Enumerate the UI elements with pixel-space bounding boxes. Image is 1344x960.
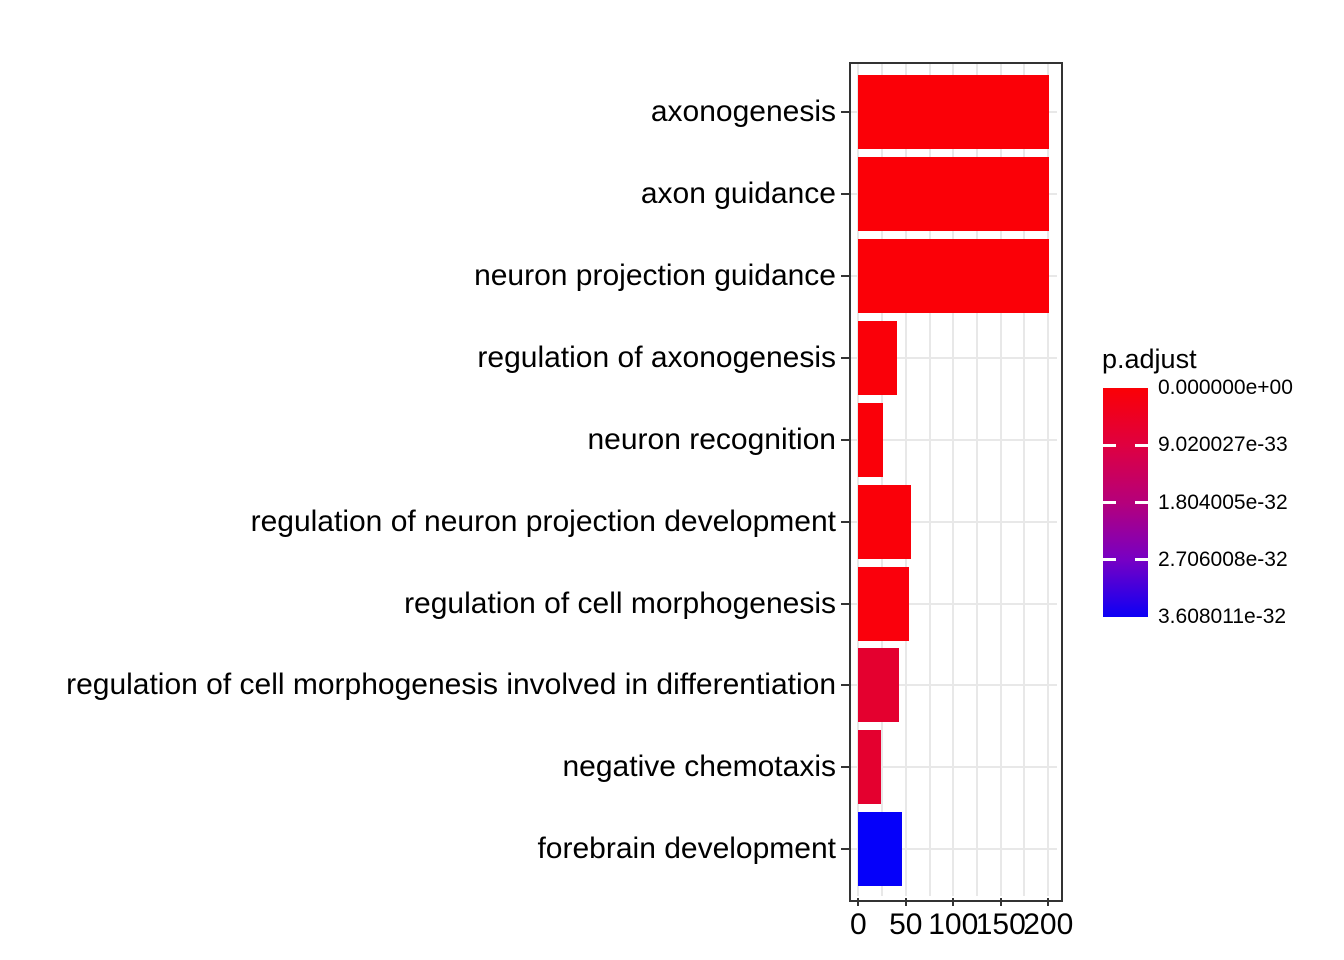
x-axis-tick (857, 898, 860, 906)
bar (858, 730, 882, 805)
vertical-gridline (904, 64, 907, 896)
y-axis-tick (841, 766, 849, 769)
y-axis-tick (841, 602, 849, 605)
legend-colorbar-tick (1135, 443, 1148, 447)
horizontal-gridline (851, 684, 1057, 687)
y-axis-label: regulation of axonogenesis (477, 340, 836, 374)
legend-colorbar-tick (1135, 501, 1148, 504)
legend-colorbar-tick (1135, 558, 1148, 562)
y-axis-tick (841, 193, 849, 195)
bar (858, 648, 900, 723)
vertical-gridline (952, 64, 955, 896)
x-axis-label: 0 (849, 908, 867, 941)
legend-colorbar-tick (1103, 558, 1116, 562)
legend-title: p.adjust (1102, 344, 1197, 374)
y-axis-label: regulation of cell morphogenesis (404, 586, 836, 620)
x-axis-tick (999, 898, 1002, 906)
x-axis-label: 100 (928, 908, 979, 941)
legend-colorbar-tick (1103, 443, 1116, 447)
y-axis-tick (841, 274, 849, 277)
y-axis-label: negative chemotaxis (562, 750, 837, 784)
horizontal-gridline (851, 520, 1057, 523)
x-axis-tick (1047, 898, 1050, 906)
y-axis-label: neuron projection guidance (474, 258, 836, 292)
legend-tick-label: 2.706008e-32 (1158, 547, 1288, 571)
vertical-gridline (976, 64, 978, 896)
y-axis-tick (841, 848, 849, 851)
x-axis-tick (904, 898, 907, 906)
bar (858, 320, 898, 395)
vertical-gridline (857, 64, 860, 896)
x-axis-label: 200 (1023, 908, 1074, 941)
horizontal-gridline (851, 848, 1057, 851)
bar (858, 812, 902, 887)
y-axis-label: regulation of cell morphogenesis involve… (66, 668, 836, 702)
x-axis-tick (952, 898, 955, 906)
bar (858, 75, 1050, 150)
legend-tick-label: 3.608011e-32 (1158, 605, 1287, 628)
legend-tick-label: 1.804005e-32 (1158, 490, 1288, 514)
y-axis-tick (841, 438, 849, 441)
y-axis-label: axon guidance (640, 177, 836, 210)
x-axis-label: 150 (975, 908, 1026, 941)
bar (858, 566, 909, 641)
y-axis-tick (841, 520, 849, 523)
y-axis-tick (841, 684, 849, 687)
vertical-gridline (999, 64, 1002, 896)
bar (858, 238, 1050, 313)
y-axis-label: axonogenesis (650, 95, 836, 129)
y-axis-tick (841, 111, 849, 114)
horizontal-gridline (851, 766, 1057, 769)
y-axis-label: neuron recognition (587, 422, 836, 456)
vertical-gridline (1047, 64, 1050, 896)
bar (858, 157, 1050, 231)
horizontal-gridline (851, 438, 1057, 441)
y-axis-label: forebrain development (537, 832, 836, 866)
horizontal-gridline (851, 602, 1057, 605)
bar (858, 402, 883, 477)
vertical-gridline (881, 64, 884, 896)
horizontal-gridline (851, 356, 1057, 359)
y-axis-label: regulation of neuron projection developm… (250, 504, 836, 538)
vertical-gridline (928, 64, 931, 896)
y-axis-tick (841, 356, 849, 359)
bar (858, 484, 911, 559)
vertical-gridline (1023, 64, 1026, 896)
legend-tick-label: 0.000000e+00 (1158, 376, 1293, 399)
legend-colorbar-tick (1103, 501, 1116, 504)
x-axis-label: 50 (889, 908, 923, 941)
legend-tick-label: 9.020027e-33 (1158, 433, 1288, 457)
